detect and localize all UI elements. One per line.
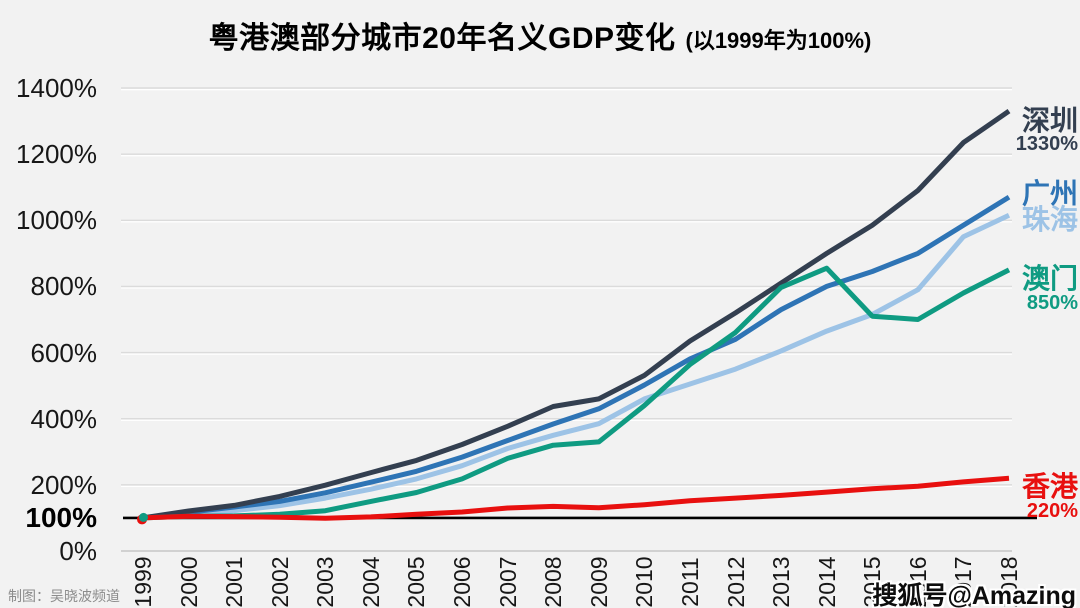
start-dot [139, 512, 148, 522]
x-tick-label-2000: 2000 [175, 556, 202, 608]
series-name-label-macau: 澳门 [1021, 262, 1078, 294]
y-tick-label-1400: 1400% [16, 73, 97, 103]
y-tick-label-600: 600% [30, 337, 98, 368]
x-tick-label-2009: 2009 [585, 556, 612, 608]
series-line-hongkong [142, 475, 1010, 521]
x-tick-label-2010: 2010 [631, 556, 658, 608]
x-tick-label-2005: 2005 [403, 556, 430, 608]
x-tick-label-2003: 2003 [312, 556, 339, 608]
x-tick-label-2006: 2006 [449, 556, 476, 608]
x-tick-label-2012: 2012 [722, 556, 749, 608]
x-tick-label-2007: 2007 [494, 556, 521, 608]
x-tick-label-2004: 2004 [357, 556, 384, 608]
x-tick-label-2014: 2014 [813, 556, 840, 608]
chart-title-suffix: (以1999年为100%) [685, 28, 872, 53]
x-tick-label-2001: 2001 [221, 556, 248, 608]
y-tick-label-800: 800% [30, 271, 98, 302]
series-end-value-shenzhen: 1330% [1015, 133, 1078, 156]
x-tick-label-2002: 2002 [266, 556, 293, 608]
series-line-zhuhai [142, 213, 1011, 521]
series-name-label-guangzhou: 广州 [1021, 178, 1078, 210]
x-tick-label-1999: 1999 [130, 556, 156, 608]
watermark-text: 搜狐号@Amazing [872, 582, 1076, 608]
y-tick-label-1000: 1000% [16, 205, 97, 236]
series-line-guangzhou [142, 194, 1011, 521]
credit-text: 制图：吴晓波频道 [8, 588, 120, 604]
series-end-value-hongkong: 220% [1026, 500, 1078, 523]
x-tick-label-2011: 2011 [676, 557, 703, 607]
series-end-value-macau: 850% [1026, 291, 1078, 314]
x-tick-label-2013: 2013 [768, 556, 795, 608]
y-tick-label-400: 400% [30, 403, 98, 434]
chart-title-main: 粤港澳部分城市20年名义GDP变化 [208, 22, 676, 55]
series-line-shenzhen [142, 109, 1011, 521]
series-name-label-zhuhai: 珠海 [1021, 204, 1078, 236]
series-name-label-shenzhen: 深圳 [1021, 105, 1078, 137]
y-tick-label-1200: 1200% [16, 139, 97, 170]
y-tick-label-200: 200% [30, 469, 98, 500]
chart-title: 粤港澳部分城市20年名义GDP变化 (以1999年为100%) [0, 13, 1080, 57]
y-tick-label-100: 100% [25, 501, 97, 533]
y-tick-label-0: 0% [59, 536, 97, 566]
series-line-macau [142, 265, 1011, 521]
series-name-label-hongkong: 香港 [1021, 471, 1078, 503]
x-tick-label-2008: 2008 [540, 556, 567, 608]
